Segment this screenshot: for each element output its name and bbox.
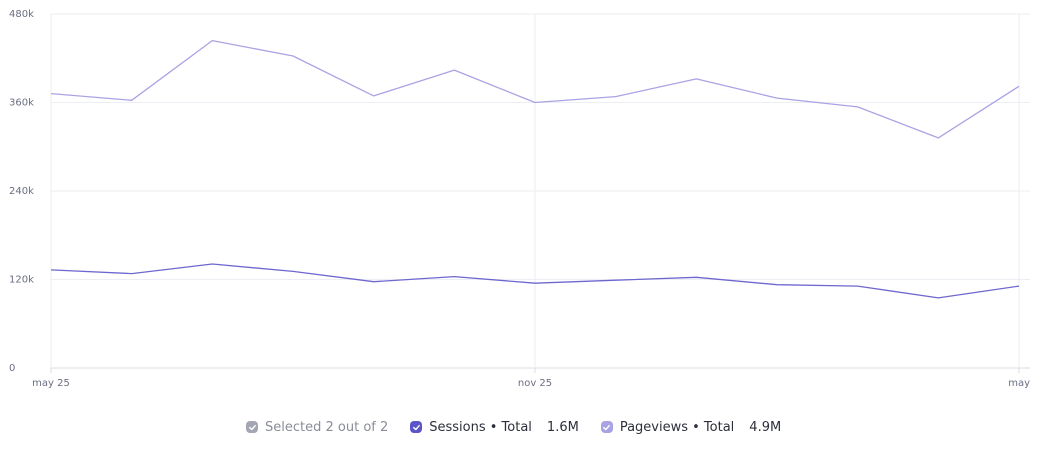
chart-legend: Selected 2 out of 2 Sessions • Total 1.6… (246, 418, 803, 436)
legend-select-all[interactable]: Selected 2 out of 2 (246, 420, 388, 435)
y-tick-label: 240k (9, 186, 34, 197)
legend-item-pageviews[interactable]: Pageviews • Total 4.9M (600, 419, 782, 435)
y-tick-label: 480k (9, 9, 34, 20)
checkbox-icon (600, 421, 613, 433)
y-tick-label: 0 (9, 363, 15, 374)
series-line (50, 263, 1020, 299)
legend-pageviews-total: 4.9M (749, 419, 782, 435)
legend-sessions-label: Sessions • Total (429, 419, 532, 435)
legend-item-sessions[interactable]: Sessions • Total 1.6M (410, 420, 579, 435)
y-tick-label: 120k (9, 275, 34, 286)
x-axis-ticks: may 25 nov 25 may (32, 378, 1030, 389)
line-chart: 0 120k 240k 360k 480k may 25 nov 25 may (9, 9, 1030, 389)
x-tick-label: may 25 (32, 378, 70, 389)
x-tick-label: may (1008, 378, 1030, 389)
chart-grid (50, 13, 1030, 373)
legend-pageviews-label: Pageviews • Total (619, 419, 735, 435)
x-tick-label: nov 25 (518, 378, 552, 389)
checkbox-icon (410, 421, 423, 433)
y-axis-ticks: 0 120k 240k 360k 480k (9, 9, 34, 374)
chart-series (50, 39, 1020, 299)
y-tick-label: 360k (9, 98, 34, 109)
checkbox-icon (246, 421, 258, 433)
legend-selected-label: Selected 2 out of 2 (265, 419, 389, 435)
legend-sessions-total: 1.6M (546, 419, 579, 435)
